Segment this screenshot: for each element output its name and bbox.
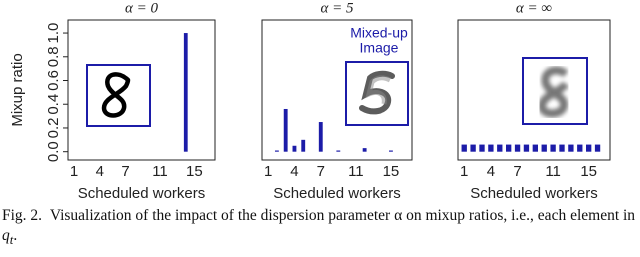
bar: [586, 144, 592, 152]
x-tick-label: 1: [264, 163, 272, 180]
plot-frame: [457, 19, 611, 161]
bar: [577, 144, 583, 152]
annotation: Image: [360, 40, 399, 56]
x-tick-label: 1: [460, 163, 468, 180]
bar: [550, 144, 556, 152]
bar: [389, 150, 393, 152]
bar: [183, 33, 188, 152]
caption-symbol: q: [2, 227, 10, 244]
bar: [532, 144, 538, 152]
x-axis-label: Scheduled workers: [78, 185, 206, 202]
x-axis-label: Scheduled workers: [470, 185, 598, 202]
bar: [362, 148, 367, 152]
x-tick-label: 7: [317, 163, 325, 180]
y-tick-label: 0.0: [45, 141, 62, 162]
bar: [514, 144, 521, 152]
bar: [283, 108, 288, 152]
y-tick-label: 0.4: [45, 94, 62, 115]
y-tick-label: 0.6: [45, 70, 62, 91]
inset-image: [345, 61, 409, 126]
x-tick-label: 11: [348, 163, 364, 180]
y-tick-label: 1.0: [45, 23, 62, 44]
bar: [488, 144, 494, 152]
x-tick-label: 4: [487, 163, 495, 180]
x-tick-label: 15: [186, 163, 203, 180]
chart-title: α = ∞: [516, 0, 552, 16]
x-axis-label: Scheduled workers: [273, 185, 401, 202]
caption-subscript: t: [9, 232, 14, 248]
x-tick-label: 1: [70, 163, 78, 180]
bar: [497, 144, 503, 152]
bar: [541, 144, 547, 152]
inset-image: [522, 57, 588, 125]
y-tick-label: 0.8: [45, 46, 62, 67]
bar: [506, 144, 512, 152]
bar: [594, 144, 601, 152]
chart-title: α = 0: [125, 0, 158, 16]
bar: [301, 139, 306, 152]
bar: [292, 145, 297, 152]
x-tick-label: 11: [152, 163, 168, 180]
annotation: Mixed-up: [350, 25, 408, 41]
caption-end: .: [13, 227, 18, 244]
inset-image: [86, 64, 151, 127]
y-tick-label: 0.2: [45, 118, 62, 139]
bar: [336, 150, 341, 152]
y-axis-label: Mixup ratio: [9, 53, 26, 126]
bar: [470, 144, 476, 152]
caption: Fig. 2. Visualization of the impact of t…: [2, 206, 638, 250]
x-tick-label: 15: [580, 163, 597, 180]
bar: [559, 144, 565, 152]
x-tick-label: 7: [121, 163, 129, 180]
bar: [274, 150, 279, 152]
caption-label: Fig. 2.: [2, 207, 43, 224]
chart-title: α = 5: [321, 0, 354, 16]
plot-frame: [67, 19, 216, 161]
bar: [461, 144, 467, 152]
bar: [479, 144, 485, 152]
panel: α = 0 Scheduled workers Mixup ratio 1 4 7 11 15…: [9, 0, 216, 202]
bar: [523, 144, 530, 152]
bar: [568, 144, 574, 152]
plot-frame: [261, 19, 413, 161]
x-tick-label: 4: [96, 163, 104, 180]
x-tick-label: 15: [383, 163, 400, 180]
x-tick-label: 7: [513, 163, 521, 180]
x-tick-label: 4: [290, 163, 298, 180]
x-tick-label: 11: [545, 163, 561, 180]
bar: [318, 122, 323, 152]
caption-text: Visualization of the impact of the dispe…: [49, 207, 636, 224]
